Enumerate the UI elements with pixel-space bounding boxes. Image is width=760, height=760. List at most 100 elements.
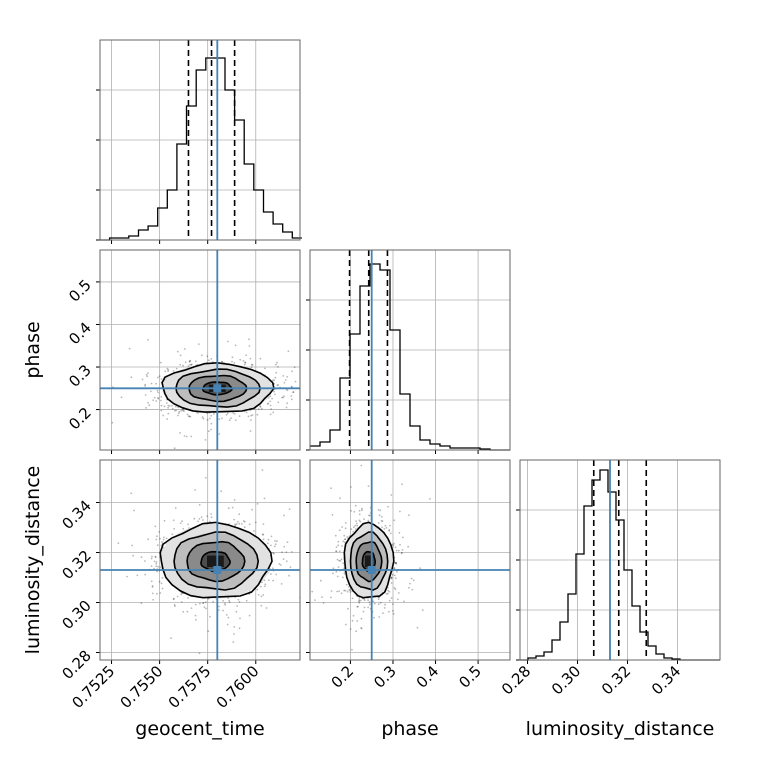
sample-point xyxy=(151,584,154,587)
sample-point xyxy=(346,536,349,538)
sample-point xyxy=(269,573,272,576)
sample-point xyxy=(286,541,289,544)
sample-point xyxy=(343,572,346,575)
sample-point xyxy=(292,391,294,394)
density-panel-phase-luminosity-distance: 0.2 0.3 0.4 0.5 xyxy=(306,459,511,692)
sample-point xyxy=(243,363,246,366)
sample-point xyxy=(344,589,347,592)
sample-point xyxy=(279,564,282,566)
sample-point xyxy=(242,359,245,362)
sample-point xyxy=(235,523,238,526)
histogram-panel-luminosity-distance-frame xyxy=(519,459,721,661)
sample-point xyxy=(338,590,340,592)
sample-point xyxy=(379,601,382,604)
sample-point xyxy=(358,602,361,604)
sample-point xyxy=(287,350,290,353)
sample-point xyxy=(179,354,182,357)
sample-point xyxy=(158,580,161,583)
sample-point xyxy=(158,531,161,533)
sample-point xyxy=(274,393,276,396)
sample-point xyxy=(341,526,344,528)
sample-point xyxy=(245,599,248,602)
sample-point xyxy=(351,648,353,651)
sample-point xyxy=(160,399,162,402)
sample-point xyxy=(130,492,133,495)
sample-point xyxy=(242,520,245,522)
sample-point xyxy=(188,415,191,418)
sample-point xyxy=(150,557,153,560)
sample-point xyxy=(133,509,135,512)
truth-marker xyxy=(213,384,222,393)
sample-point xyxy=(160,582,163,585)
sample-point xyxy=(396,570,398,573)
sample-point xyxy=(217,609,220,611)
sample-point xyxy=(159,537,161,540)
sample-point xyxy=(277,401,280,404)
sample-point xyxy=(189,363,191,366)
sample-point xyxy=(392,603,394,605)
sample-point xyxy=(227,507,230,510)
sample-point xyxy=(195,360,197,363)
sample-point xyxy=(401,549,404,551)
sample-point xyxy=(335,546,338,548)
contour-line xyxy=(343,521,395,599)
sample-point xyxy=(120,396,123,399)
sample-point xyxy=(304,591,306,593)
sample-point xyxy=(177,412,180,414)
sample-point xyxy=(178,410,181,413)
density-panel-geocent-time-phase: 0.2 0.3 0.4 0.5 xyxy=(65,249,322,454)
sample-point xyxy=(276,384,279,387)
sample-point xyxy=(320,381,322,383)
density-content xyxy=(100,250,322,450)
sample-point xyxy=(145,407,148,409)
sample-point xyxy=(131,544,134,547)
sample-point xyxy=(294,380,297,383)
sample-point xyxy=(341,545,343,547)
sample-point xyxy=(369,603,371,606)
sample-point xyxy=(200,516,203,519)
sample-point xyxy=(281,551,283,554)
sample-point xyxy=(243,520,246,523)
sample-point xyxy=(344,538,346,541)
sample-point xyxy=(350,510,352,512)
sample-point xyxy=(208,520,211,523)
sample-point xyxy=(344,538,347,540)
sample-point xyxy=(349,628,352,630)
sample-point xyxy=(388,529,391,532)
sample-point xyxy=(179,432,182,434)
sample-point xyxy=(233,626,236,628)
sample-point xyxy=(182,409,184,412)
sample-point xyxy=(367,519,370,522)
sample-point xyxy=(338,529,341,532)
sample-point xyxy=(251,414,254,416)
sample-point xyxy=(384,524,387,527)
sample-point xyxy=(157,397,159,399)
contour-line xyxy=(355,540,383,583)
sample-point xyxy=(369,514,371,517)
sample-point xyxy=(334,534,337,537)
density-panel-frame xyxy=(99,249,301,451)
sample-point xyxy=(401,483,403,486)
sample-point xyxy=(393,574,396,577)
sample-point xyxy=(228,601,231,604)
sample-point xyxy=(167,404,170,407)
sample-point xyxy=(350,528,353,531)
sample-point xyxy=(390,582,393,584)
density-peak xyxy=(365,555,373,567)
sample-point xyxy=(330,590,333,592)
sample-point xyxy=(367,485,370,487)
x-axis-label-luminosity-distance: luminosity_distance xyxy=(526,718,715,740)
sample-point xyxy=(221,360,223,363)
sample-point xyxy=(212,600,215,603)
sample-point xyxy=(179,522,182,524)
sample-point xyxy=(283,545,286,548)
sample-point xyxy=(233,518,236,521)
sample-point xyxy=(85,596,87,598)
sample-point xyxy=(253,530,255,532)
sample-point xyxy=(286,402,288,405)
sample-point xyxy=(388,610,390,613)
sample-point xyxy=(256,588,259,591)
sample-point xyxy=(150,565,153,567)
sample-point xyxy=(394,546,397,549)
sample-point xyxy=(144,385,147,387)
